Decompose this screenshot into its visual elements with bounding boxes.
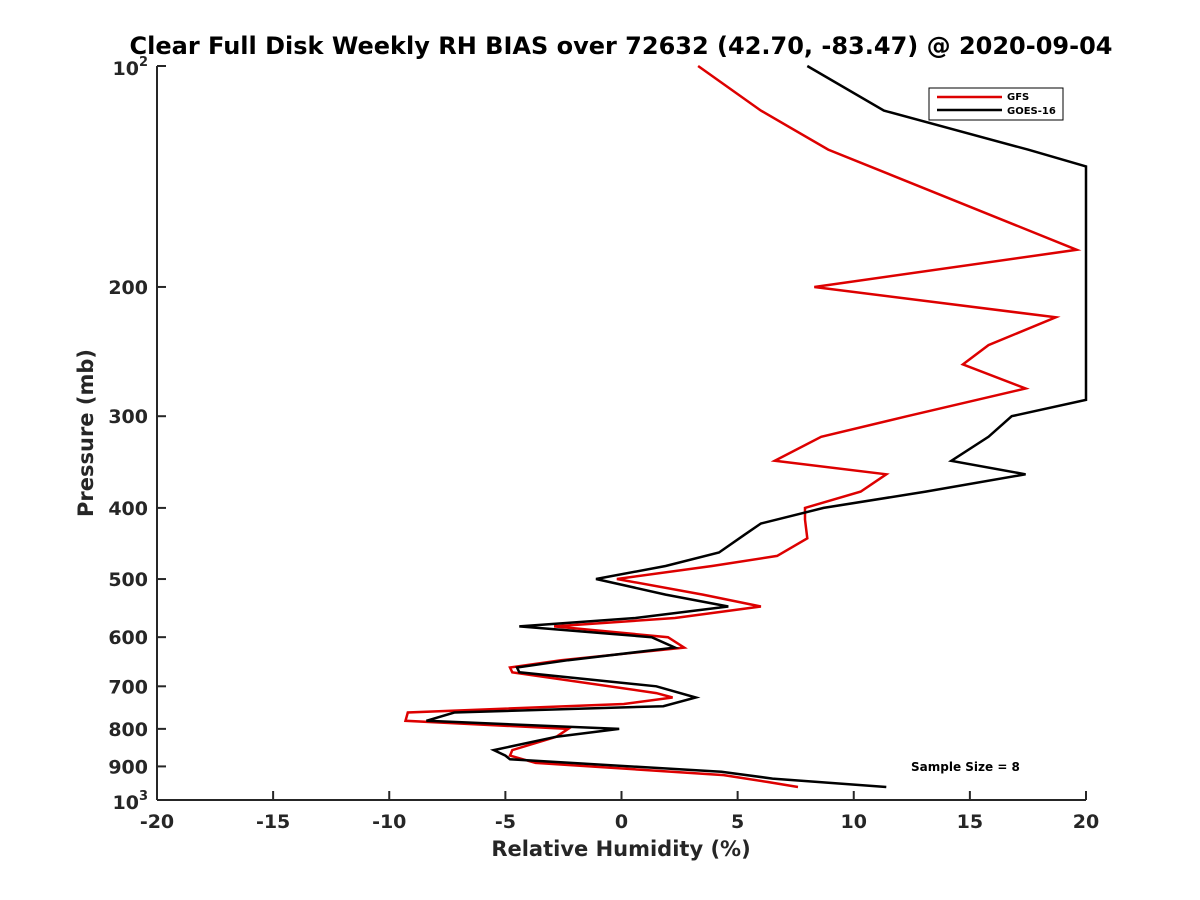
x-tick-label: -5 xyxy=(495,811,516,833)
legend: GFS GOES-16 xyxy=(928,87,1064,121)
y-tick-label: 200 xyxy=(108,277,148,299)
sample-size-annotation: Sample Size = 8 xyxy=(911,760,1020,774)
y-axis-label: Pressure (mb) xyxy=(74,349,98,517)
x-tick-label: -15 xyxy=(256,811,290,833)
y-tick-label: 300 xyxy=(108,406,148,428)
y-axis-ticks: 102 200 300 400 500 600 700 800 900 103 xyxy=(108,55,166,814)
y-tick-label: 600 xyxy=(108,627,148,649)
series-line-gfs xyxy=(403,64,1082,789)
x-axis-label: Relative Humidity (%) xyxy=(491,837,750,861)
series-layer xyxy=(403,64,1088,789)
x-tick-label: 0 xyxy=(615,811,628,833)
x-tick-label: 5 xyxy=(731,811,744,833)
x-tick-label: 15 xyxy=(957,811,983,833)
x-tick-label: -10 xyxy=(372,811,406,833)
y-tick-label: 102 xyxy=(113,55,149,80)
series-line-goes16 xyxy=(426,64,1088,789)
y-tick-label: 900 xyxy=(108,756,148,778)
x-tick-label: 20 xyxy=(1073,811,1099,833)
legend-label-goes16: GOES-16 xyxy=(1007,106,1056,117)
y-tick-label: 700 xyxy=(108,676,148,698)
chart-title: Clear Full Disk Weekly RH BIAS over 7263… xyxy=(130,32,1113,60)
legend-label-gfs: GFS xyxy=(1007,92,1029,103)
plot-area xyxy=(156,66,1086,801)
y-tick-label: 103 xyxy=(113,789,149,814)
legend-box xyxy=(928,87,1064,121)
y-tick-label: 500 xyxy=(108,569,148,591)
y-tick-label: 800 xyxy=(108,719,148,741)
x-tick-label: -20 xyxy=(140,811,174,833)
x-tick-label: 10 xyxy=(841,811,867,833)
x-axis-ticks: -20 -15 -10 -5 0 5 10 15 20 xyxy=(140,791,1099,833)
y-tick-label: 400 xyxy=(108,498,148,520)
